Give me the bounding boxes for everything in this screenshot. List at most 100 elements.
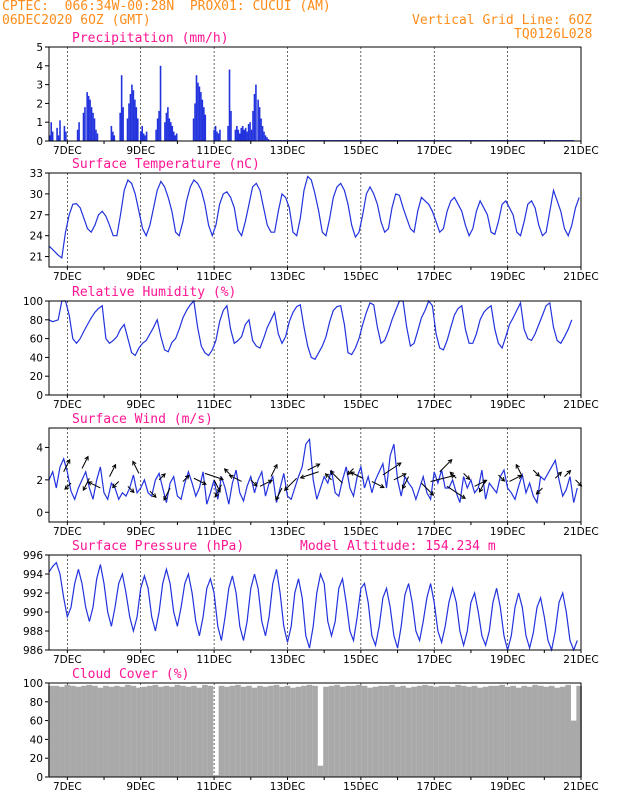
precipitation-bar [165, 112, 168, 141]
cloud-bar [378, 685, 384, 777]
cloud-bar [97, 687, 104, 777]
precipitation-bar [50, 122, 53, 141]
y-tick-label: 100 [23, 678, 43, 690]
precipitation-bar [192, 118, 195, 141]
precipitation-bar [201, 99, 204, 141]
grid-line-note: Vertical Grid Line: 6OZ [412, 13, 593, 28]
precipitation-bar [200, 92, 202, 141]
precipitation-bar [252, 110, 254, 141]
cloud-bar [86, 684, 93, 777]
cloud-bar [433, 686, 439, 777]
cloud-bar [493, 685, 500, 777]
cloud-bar [290, 687, 296, 777]
precipitation-bar [204, 114, 207, 141]
precipitation-bar [142, 133, 145, 141]
precipitation-bar [96, 133, 99, 141]
cloud-bar [147, 685, 153, 777]
panels: 7DEC 9DEC 11DEC 13DEC 15DEC 17DEC 19DEC 21DEC01… [23, 31, 599, 793]
cloud-bar [334, 684, 340, 777]
panel-frame [48, 172, 582, 268]
cloud-bar [537, 685, 544, 777]
cloud-bar [207, 685, 214, 777]
precipitation-bar [170, 122, 172, 141]
precipitation-bar [132, 90, 135, 141]
cloud-bar [477, 687, 483, 777]
x-tick-label: 11DEC [196, 526, 231, 538]
precipitation-bar [267, 139, 270, 141]
x-tick-label: 7DEC [53, 271, 82, 283]
x-tick-label: 19DEC [490, 781, 525, 793]
x-tick-label: 19DEC [490, 526, 525, 538]
cloud-bar [394, 686, 401, 777]
cloud-bar [268, 685, 274, 777]
precipitation-bar [164, 122, 166, 141]
panel-frame [48, 554, 582, 651]
precipitation-bar [126, 118, 129, 141]
cloud-bar [125, 684, 131, 777]
cloud-panel: 7DEC 9DEC 11DEC 13DEC 15DEC 17DEC 19DEC 21DEC 0 2… [23, 667, 599, 793]
precipitation-bar [261, 125, 264, 141]
x-tick-label: 13DEC [270, 654, 305, 666]
precipitation-bar [145, 131, 148, 141]
precipitation-bar [175, 133, 178, 141]
y-tick-label: 0 [36, 772, 43, 784]
panel-frame [48, 427, 582, 523]
precipitation-bar [227, 125, 229, 141]
x-tick-label: 7DEC [53, 781, 82, 793]
y-tick-label: 21 [30, 252, 43, 264]
cloud-bar [163, 685, 170, 777]
model-altitude-label: Model Altitude: 154.234 m [300, 539, 496, 554]
x-tick-label: 11DEC [196, 271, 231, 283]
cloud-bar [372, 686, 379, 777]
cloud-bar [141, 686, 148, 777]
precipitation-bar [195, 75, 198, 141]
x-tick-label: 15DEC [343, 781, 378, 793]
cloud-bar [158, 686, 164, 777]
cloud-bar [565, 684, 571, 777]
cloud-bar [328, 685, 335, 777]
panel-frame [48, 300, 582, 396]
cloud-bar [70, 685, 76, 777]
x-tick-label: 19DEC [490, 654, 525, 666]
precipitation-bar [78, 122, 80, 141]
x-tick-label: 9DEC [126, 145, 155, 157]
cloud-bar [521, 685, 527, 777]
wind-arrow [532, 469, 541, 477]
cloud-bar [570, 720, 577, 777]
cloud-bar [229, 685, 236, 777]
x-tick-label: 15DEC [343, 399, 378, 411]
precipitation-bar [122, 107, 124, 141]
cloud-bar [356, 684, 362, 777]
cloud-bar [389, 684, 395, 777]
precipitation-bar [238, 133, 241, 141]
wind-arrow [149, 490, 157, 498]
x-tick-label: 21DEC [563, 654, 598, 666]
precipitation-bar [234, 129, 237, 141]
precipitation-bar [174, 135, 177, 141]
cloud-bar [427, 685, 434, 777]
cloud-bar [295, 686, 302, 777]
precipitation-bar [136, 118, 139, 141]
cloud-bar [455, 684, 461, 777]
run-datetime: 06DEC2020 6OZ (GMT) [2, 13, 151, 28]
precipitation-bar [219, 129, 221, 141]
precipitation-bar [194, 103, 196, 141]
precipitation-bar [266, 137, 268, 141]
precipitation-bar [128, 103, 130, 141]
cloud-bar [449, 686, 456, 777]
precipitation-bar [82, 112, 85, 141]
cloud-bar [257, 685, 263, 777]
x-tick-label: 21DEC [563, 526, 598, 538]
cloud-bar [64, 684, 71, 777]
cloud-bar [81, 685, 87, 777]
precipitation-bar [197, 82, 199, 141]
precipitation-bar [84, 107, 86, 141]
wind-arrow [275, 487, 283, 501]
cloud-bar [576, 685, 582, 777]
y-tick-label: 60 [30, 716, 43, 728]
precipitation-bar [144, 135, 146, 141]
temperature-panel: 7DEC 9DEC 11DEC 13DEC 15DEC 17DEC 19DEC 21DEC 21… [30, 157, 599, 283]
x-tick-label: 15DEC [343, 271, 378, 283]
cloud-bar [246, 685, 252, 777]
